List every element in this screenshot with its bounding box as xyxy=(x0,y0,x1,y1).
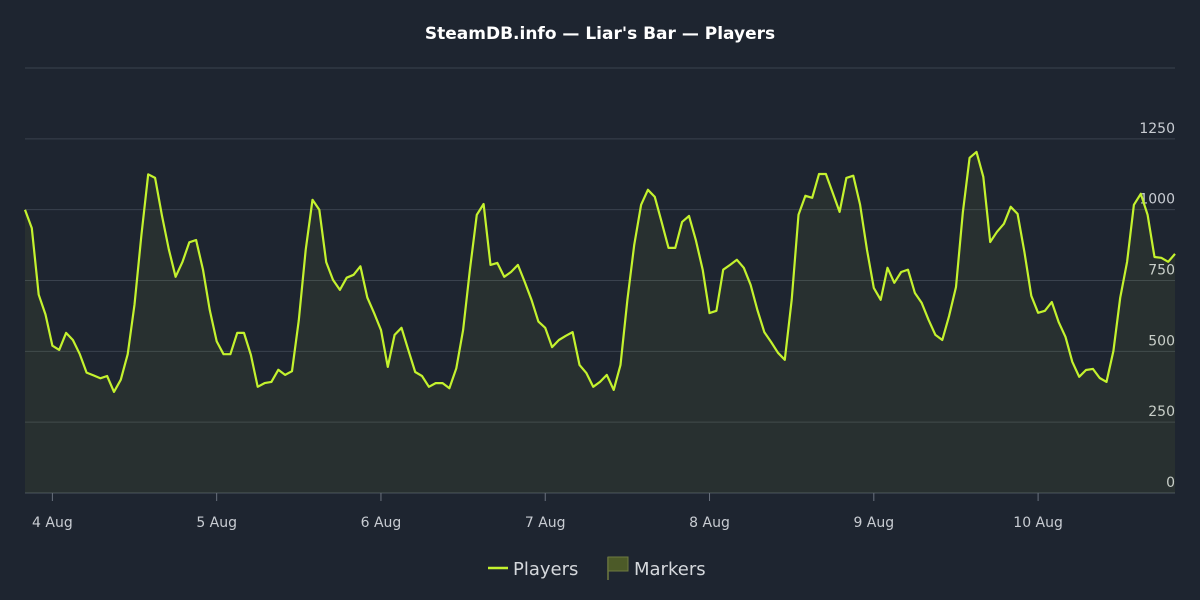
x-tick-label: 9 Aug xyxy=(853,515,894,531)
y-tick-label: 1000 xyxy=(1139,192,1175,208)
x-tick-label: 5 Aug xyxy=(196,515,237,531)
x-tick-label: 8 Aug xyxy=(689,515,730,531)
x-tick-label: 4 Aug xyxy=(32,515,73,531)
y-tick-label: 250 xyxy=(1148,404,1175,420)
x-tick-label: 6 Aug xyxy=(361,515,402,531)
x-tick-label: 7 Aug xyxy=(525,515,566,531)
x-tick-label: 10 Aug xyxy=(1013,515,1063,531)
legend-label: Players xyxy=(513,559,578,580)
y-tick-label: 500 xyxy=(1148,333,1175,349)
chart-title: SteamDB.info — Liar's Bar — Players xyxy=(425,24,775,44)
line xyxy=(23,150,1176,393)
y-tick-label: 750 xyxy=(1148,263,1175,279)
legend-flag-icon xyxy=(607,556,629,580)
legend-label: Markers xyxy=(634,559,706,580)
y-tick-label: 1250 xyxy=(1139,121,1175,137)
line-area xyxy=(25,151,1175,493)
y-tick-label: 0 xyxy=(1166,475,1175,491)
